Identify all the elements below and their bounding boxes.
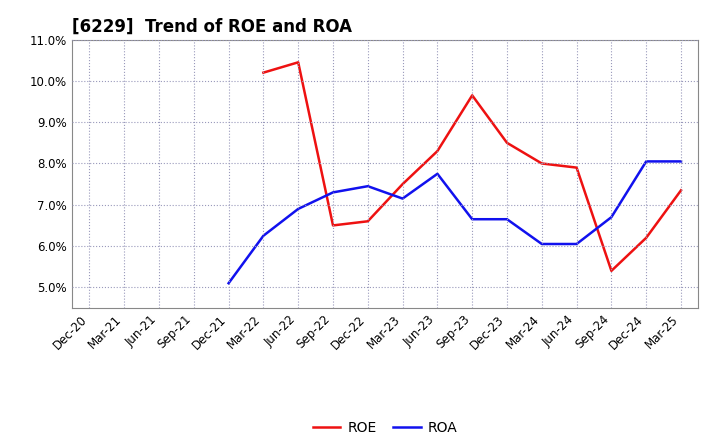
Legend: ROE, ROA: ROE, ROA bbox=[307, 415, 463, 440]
ROA bbox=[259, 233, 268, 238]
Line: ROE: ROE bbox=[264, 62, 681, 271]
ROE bbox=[468, 93, 477, 98]
ROA bbox=[503, 216, 511, 222]
ROA bbox=[468, 216, 477, 222]
ROA bbox=[537, 242, 546, 247]
ROE bbox=[433, 148, 442, 154]
ROA bbox=[433, 171, 442, 176]
ROE bbox=[328, 223, 337, 228]
ROE bbox=[503, 140, 511, 146]
ROA bbox=[364, 183, 372, 189]
ROA bbox=[294, 206, 302, 212]
ROA bbox=[328, 190, 337, 195]
ROE bbox=[537, 161, 546, 166]
ROE bbox=[572, 165, 581, 170]
ROA bbox=[607, 215, 616, 220]
ROE bbox=[294, 60, 302, 65]
ROA bbox=[642, 159, 651, 164]
ROE bbox=[364, 219, 372, 224]
ROE bbox=[642, 235, 651, 240]
ROA bbox=[572, 242, 581, 247]
ROE bbox=[677, 188, 685, 193]
Line: ROA: ROA bbox=[229, 161, 681, 283]
ROA bbox=[677, 159, 685, 164]
ROA bbox=[225, 281, 233, 286]
ROE bbox=[398, 181, 407, 187]
ROE bbox=[607, 268, 616, 274]
ROE bbox=[259, 70, 268, 75]
Text: [6229]  Trend of ROE and ROA: [6229] Trend of ROE and ROA bbox=[72, 17, 352, 35]
ROA bbox=[398, 196, 407, 201]
